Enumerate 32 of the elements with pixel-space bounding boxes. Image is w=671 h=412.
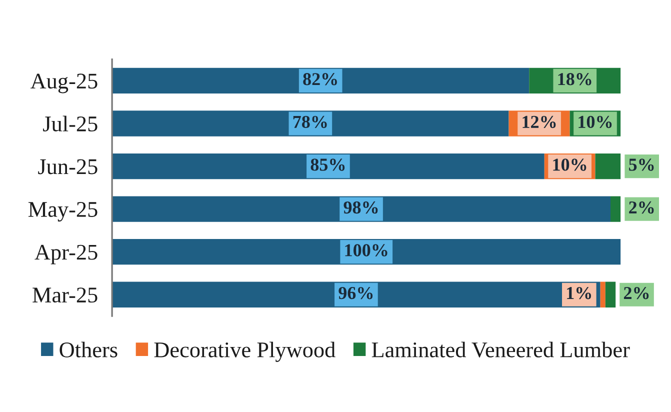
- data-label: 2%: [624, 286, 649, 300]
- legend-label: Others: [60, 342, 118, 358]
- legend-label: Decorative Plywood: [154, 342, 336, 362]
- y-tick-label: Aug-25: [30, 74, 98, 94]
- y-tick-label: Mar-25: [32, 288, 98, 303]
- bar: [112, 196, 611, 222]
- data-label: 96%: [338, 286, 373, 300]
- bar: [600, 282, 606, 308]
- legend-label: Laminated Veneered Lumber: [372, 342, 630, 358]
- bar: [595, 153, 621, 180]
- bar: [605, 282, 616, 308]
- data-label: 98%: [344, 201, 378, 214]
- data-label: 100%: [345, 244, 388, 256]
- data-label: 78%: [293, 116, 327, 128]
- bar: [112, 153, 544, 180]
- bar: [112, 68, 530, 94]
- y-tick-label: Jul-25: [43, 116, 98, 132]
- data-label: 10%: [578, 116, 612, 128]
- y-tick-label: Jun-25: [38, 159, 98, 174]
- data-label: 2%: [629, 201, 654, 214]
- bar: [610, 196, 621, 222]
- data-label: 82%: [303, 73, 337, 86]
- data-label: 85%: [310, 158, 345, 171]
- data-label: 18%: [558, 73, 592, 86]
- bar: [112, 110, 509, 136]
- y-tick-label: May-25: [28, 202, 98, 222]
- y-tick-label: Apr-25: [34, 244, 98, 264]
- bar: [112, 239, 621, 265]
- data-label: 1%: [567, 286, 592, 300]
- data-label: 5%: [629, 158, 654, 171]
- data-label: 10%: [553, 158, 586, 171]
- data-label: 12%: [522, 116, 556, 128]
